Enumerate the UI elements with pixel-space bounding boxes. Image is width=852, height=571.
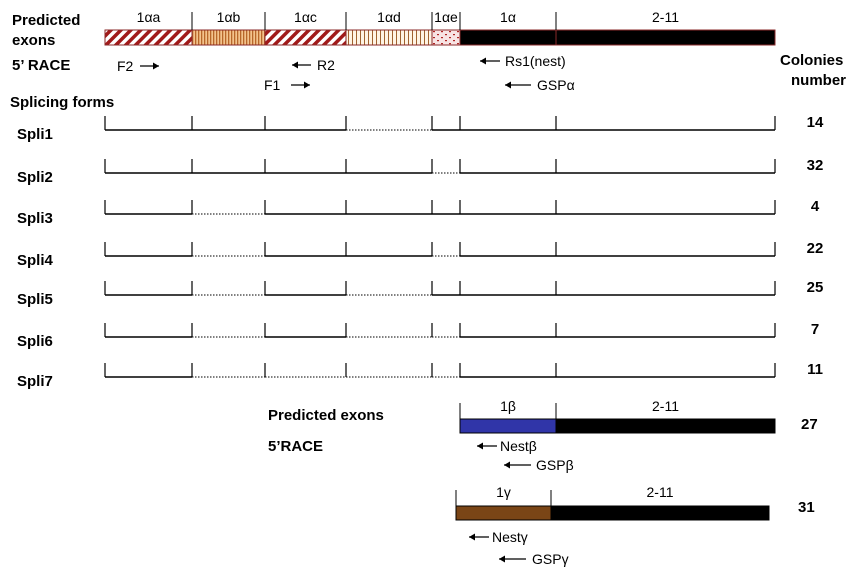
alpha-exon-bar: 1αa 1αb 1αc 1αd 1αe 1α 2-11 xyxy=(104,9,776,46)
spli-colonies: 11 xyxy=(807,361,823,378)
spli-name: Spli2 xyxy=(17,169,53,186)
primer-arrow-head xyxy=(504,461,510,469)
primer-gsp: GSPβ xyxy=(504,457,574,473)
alpha-exon-label: 1αd xyxy=(377,9,401,25)
primer-arrow-head xyxy=(480,57,486,65)
colonies-header-line1: Colonies xyxy=(780,52,843,69)
spli-colonies: 4 xyxy=(811,198,820,215)
primer-label: GSPα xyxy=(537,77,575,93)
primer-f1: F1 xyxy=(264,77,310,93)
beta-exon-bar: 1β 2-11 xyxy=(459,398,776,434)
primer-arrow-head xyxy=(153,62,159,70)
gamma-exon-label: 1γ xyxy=(496,484,511,500)
beta-race-label: 5’RACE xyxy=(268,438,323,455)
primer-arrow-head xyxy=(477,442,483,450)
alpha-exon-4 xyxy=(345,29,433,46)
spli-colonies: 22 xyxy=(807,240,824,257)
beta-predicted-exons-label: Predicted exons xyxy=(268,407,384,424)
spli-colonies: 14 xyxy=(807,114,824,131)
gamma-exon-bar: 1γ 2-11 xyxy=(455,484,770,521)
splicing-forms-label: Splicing forms xyxy=(10,94,114,111)
gamma-exon-1 xyxy=(455,505,552,521)
spli-name: Spli3 xyxy=(17,210,53,227)
predicted-exons-label-line2: exons xyxy=(12,32,55,49)
alpha-exon-label: 1α xyxy=(500,9,516,25)
alpha-exon-7 xyxy=(555,29,776,46)
spli-colonies: 7 xyxy=(811,321,819,338)
primer-rs1-nest: Rs1(nest) xyxy=(480,53,566,69)
alpha-exon-1 xyxy=(104,29,193,46)
primer-label: Rs1(nest) xyxy=(505,53,566,69)
primer-gsp: GSPα xyxy=(505,77,575,93)
alpha-exon-label: 1αb xyxy=(217,9,241,25)
primer-arrow-head xyxy=(292,61,298,69)
primer-label: Nestβ xyxy=(500,438,537,454)
beta-exon-label: 2-11 xyxy=(652,398,679,414)
beta-exon-label: 1β xyxy=(500,398,516,414)
spli-row-spli2: Spli2 32 xyxy=(17,157,823,186)
race-label: 5’ RACE xyxy=(12,57,70,74)
gamma-exon-label: 2-11 xyxy=(647,484,674,500)
primer-arrow-head xyxy=(304,81,310,89)
primer-label: F2 xyxy=(117,58,134,74)
spli-colonies: 25 xyxy=(807,279,824,296)
spli-name: Spli4 xyxy=(17,252,54,269)
primer-gsp: GSPγ xyxy=(499,551,569,567)
colonies-header-line2: number xyxy=(791,72,846,89)
primer-nest: Nestβ xyxy=(477,438,537,454)
primer-label: GSPβ xyxy=(536,457,574,473)
beta-exon-1 xyxy=(459,418,557,434)
primer-label: R2 xyxy=(317,57,335,73)
primer-label: GSPγ xyxy=(532,551,569,567)
alpha-exon-3 xyxy=(264,29,347,46)
alpha-exon-2 xyxy=(191,29,266,46)
beta-primers: Nestβ GSPβ xyxy=(477,438,574,473)
spli-name: Spli1 xyxy=(17,126,53,143)
alpha-primers: F2 R2 F1 Rs1(nest) GSPα xyxy=(117,53,575,93)
primer-arrow-head xyxy=(499,555,505,563)
spli-row-spli3: Spli3 4 xyxy=(17,198,820,227)
primer-label: Nestγ xyxy=(492,529,528,545)
primer-arrow-head xyxy=(505,81,511,89)
spli-row-spli4: Spli4 22 xyxy=(17,240,823,269)
spli-colonies: 32 xyxy=(807,157,824,174)
primer-nest: Nestγ xyxy=(469,529,528,545)
primer-arrow-head xyxy=(469,533,475,541)
spli-row-spli6: Spli6 7 xyxy=(17,321,819,350)
alpha-exon-label: 1αe xyxy=(434,9,458,25)
alpha-exon-label: 2-11 xyxy=(652,9,679,25)
alpha-exon-label: 1αc xyxy=(294,9,317,25)
primer-r2: R2 xyxy=(292,57,335,73)
alpha-exon-label: 1αa xyxy=(137,9,161,25)
beta-exon-2 xyxy=(555,418,776,434)
alpha-exon-5 xyxy=(431,29,461,46)
alpha-exon-6 xyxy=(459,29,557,46)
spli-row-spli1: Spli1 14 xyxy=(17,114,824,143)
gamma-exon-2 xyxy=(550,505,770,521)
spli-name: Spli7 xyxy=(17,373,53,390)
spli-name: Spli5 xyxy=(17,291,53,308)
primer-f2: F2 xyxy=(117,58,159,74)
spli-row-spli5: Spli5 25 xyxy=(17,279,823,308)
spli-name: Spli6 xyxy=(17,333,53,350)
predicted-exons-label-line1: Predicted xyxy=(12,12,80,29)
primer-label: F1 xyxy=(264,77,281,93)
gamma-colonies: 31 xyxy=(798,499,815,516)
beta-colonies: 27 xyxy=(801,416,818,433)
spli-row-spli7: Spli7 11 xyxy=(17,361,823,390)
splicing-forms: Spli1 14 Spli2 32 Spli3 4 Spli4 22 Spli5 25 Spli6 7… xyxy=(17,114,824,390)
